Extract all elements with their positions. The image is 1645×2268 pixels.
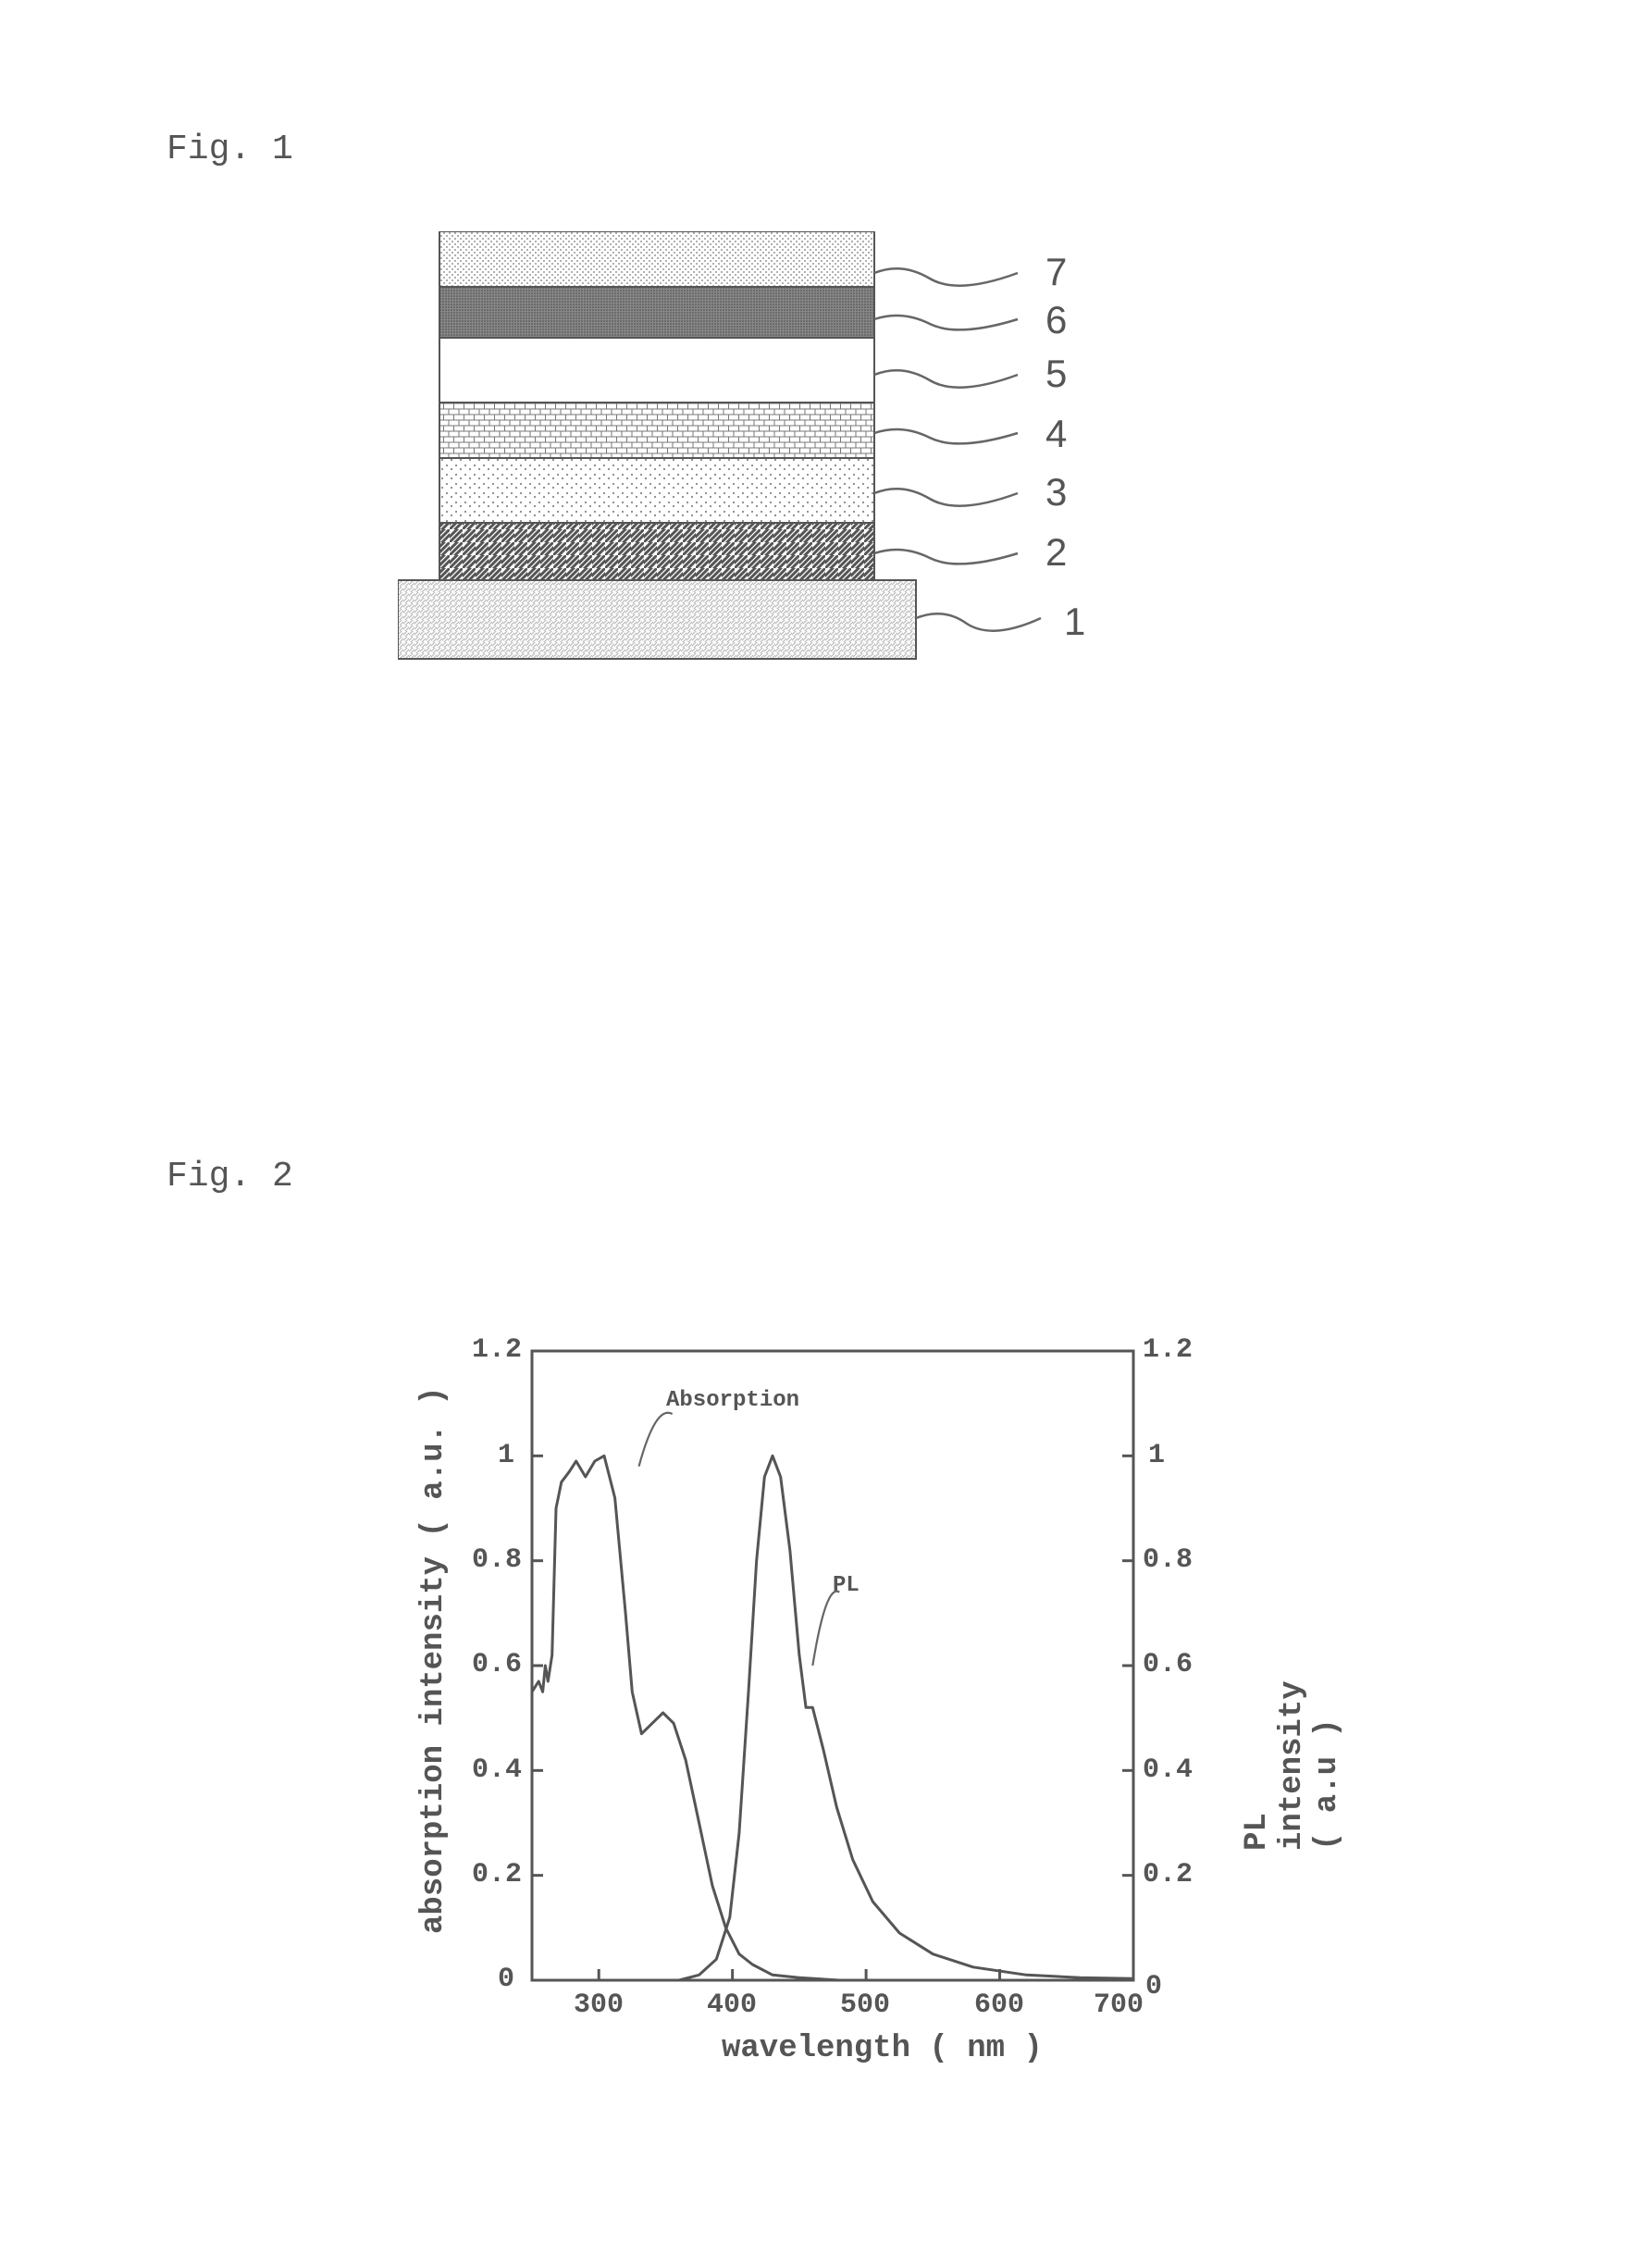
fig1-label: Fig. 1	[167, 130, 293, 169]
layer-2	[439, 523, 874, 580]
leader-6	[874, 316, 1018, 329]
x-axis-label: wavelength ( nm )	[722, 2031, 1043, 2066]
layer-7	[439, 231, 874, 287]
ytick-left-0.6: 0.6	[472, 1649, 522, 1680]
layer-number-1: 1	[1064, 600, 1085, 644]
fig2-svg	[389, 1314, 1258, 2147]
layer-number-6: 6	[1045, 298, 1067, 342]
layer-number-3: 3	[1045, 470, 1067, 514]
y-right-axis-label: PL intensity ( a.u )	[1240, 1680, 1345, 1851]
layer-3	[439, 458, 874, 523]
ytick-right-0.4: 0.4	[1143, 1754, 1193, 1786]
ytick-right-0: 0	[1145, 1971, 1162, 2002]
series-label-absorption: Absorption	[666, 1388, 799, 1413]
leader-3	[874, 489, 1018, 506]
layer-6	[439, 287, 874, 338]
layer-1-substrate	[398, 580, 916, 659]
fig1-diagram: 7 6 5 4 3 2 1	[398, 231, 1045, 787]
xtick-400: 400	[707, 1989, 757, 2021]
xtick-300: 300	[574, 1989, 624, 2021]
xtick-600: 600	[974, 1989, 1024, 2021]
ytick-right-0.8: 0.8	[1143, 1544, 1193, 1576]
ytick-left-0.2: 0.2	[472, 1859, 522, 1890]
plot-box	[532, 1351, 1133, 1980]
layer-number-4: 4	[1045, 412, 1067, 456]
layer-number-2: 2	[1045, 530, 1067, 575]
y-left-axis-label: absorption intensity ( a.u. )	[416, 1386, 451, 1934]
ytick-right-0.6: 0.6	[1143, 1649, 1193, 1680]
ytick-left-0: 0	[498, 1964, 514, 1995]
fig2-label: Fig. 2	[167, 1157, 293, 1196]
ytick-left-0.4: 0.4	[472, 1754, 522, 1786]
xtick-500: 500	[840, 1989, 890, 2021]
leader-4	[874, 429, 1018, 443]
ytick-left-1: 1	[498, 1440, 514, 1471]
layer-number-5: 5	[1045, 352, 1067, 396]
fig1-svg	[398, 231, 1231, 787]
page: Fig. 1	[0, 0, 1645, 2268]
ytick-left-1.2: 1.2	[472, 1334, 522, 1366]
fig2-chart: absorption intensity ( a.u. ) PL intensi…	[389, 1314, 1258, 2147]
leader-2	[874, 550, 1018, 564]
xtick-700: 700	[1094, 1989, 1144, 2021]
ytick-right-1: 1	[1148, 1440, 1165, 1471]
ytick-right-1.2: 1.2	[1143, 1334, 1193, 1366]
leader-5	[874, 370, 1018, 388]
layer-4	[439, 403, 874, 458]
layer-5	[439, 338, 874, 403]
layer-number-7: 7	[1045, 250, 1067, 294]
ytick-left-0.8: 0.8	[472, 1544, 522, 1576]
series-label-pl: PL	[833, 1573, 860, 1598]
ytick-right-0.2: 0.2	[1143, 1859, 1193, 1890]
leader-1	[916, 613, 1041, 631]
leader-7	[874, 268, 1018, 286]
